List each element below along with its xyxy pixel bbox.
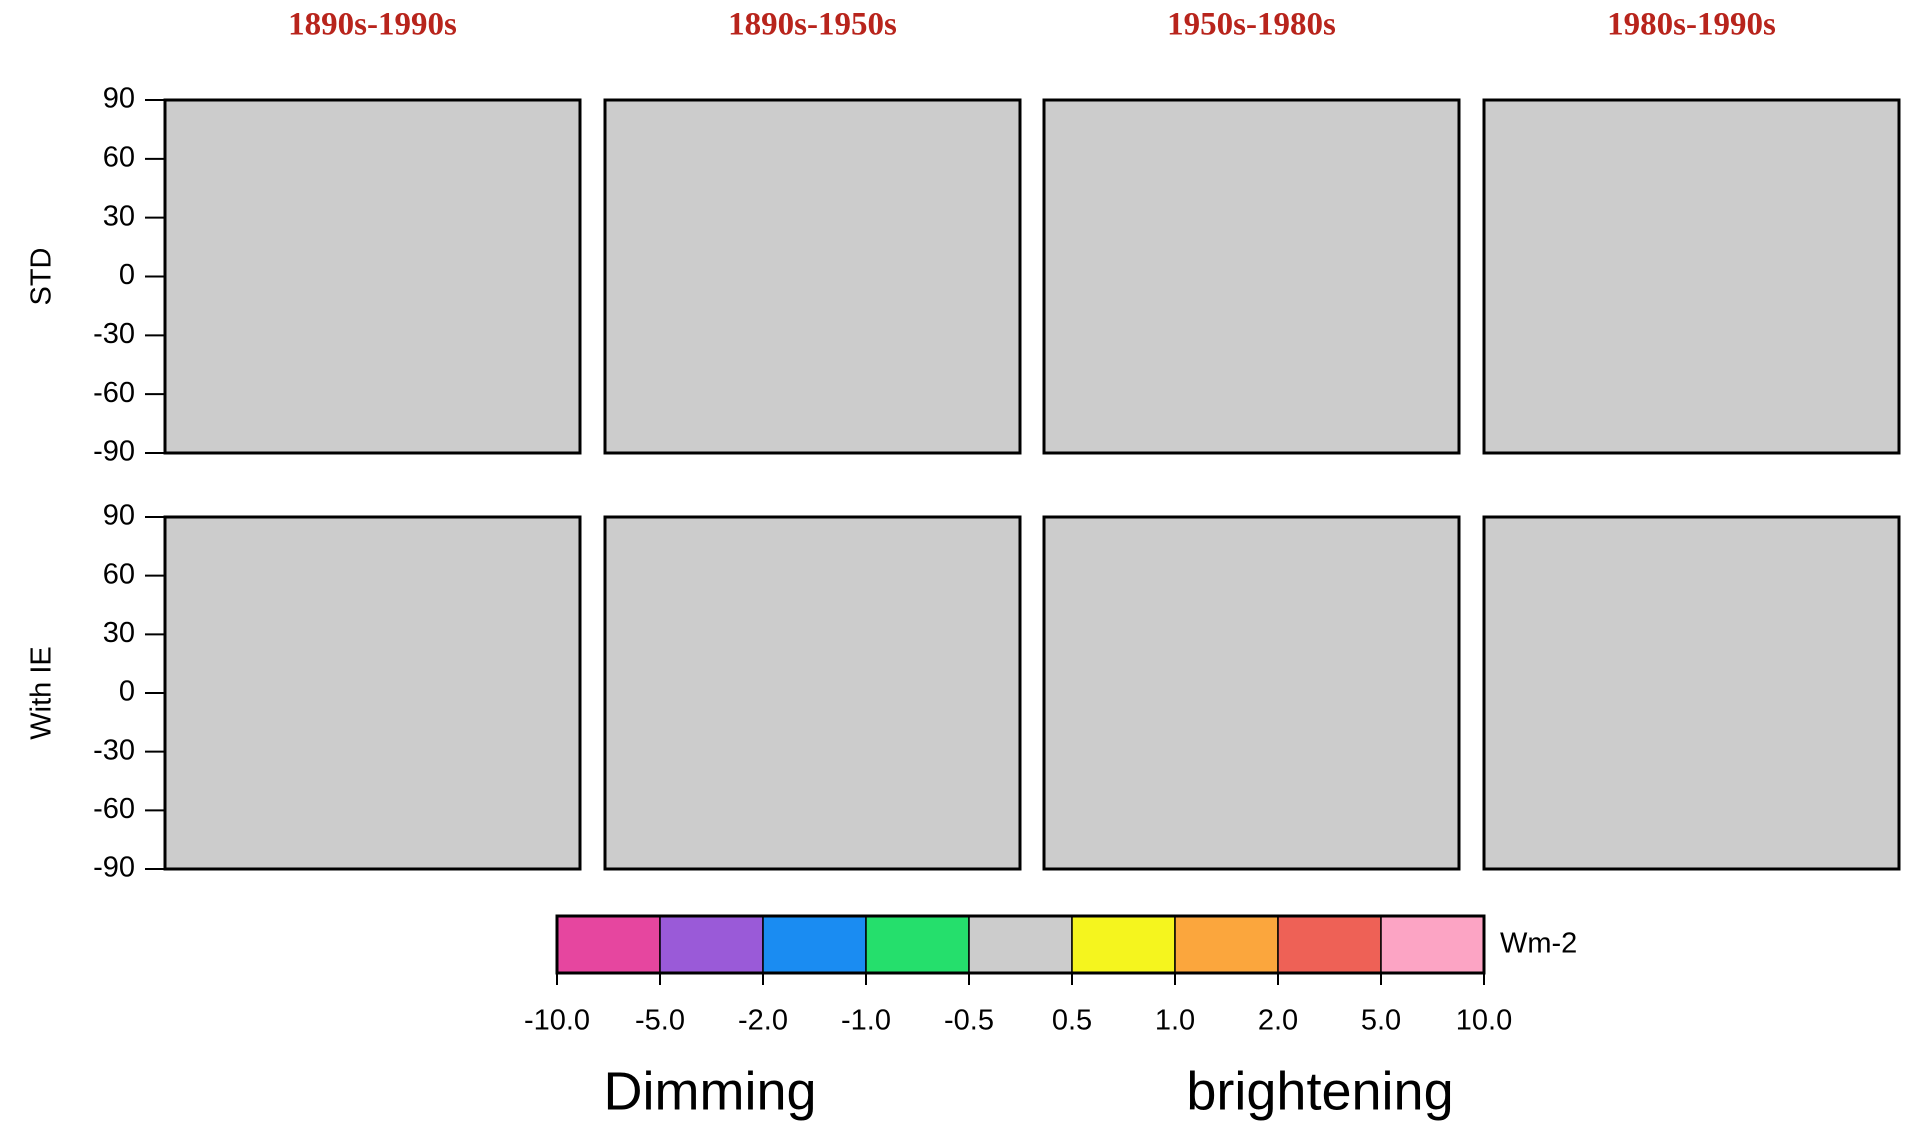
lat-tick-label: 0 (119, 676, 135, 708)
lat-tick-label: 90 (103, 83, 135, 115)
colorbar-tick-label: -10.0 (524, 1005, 590, 1037)
colorbar-tick-label: -2.0 (738, 1005, 788, 1037)
lat-tick-label: 30 (103, 200, 135, 232)
lat-tick-label: -90 (93, 852, 135, 884)
colorbar-tick-label: 0.5 (1052, 1005, 1092, 1037)
map-panel (1042, 98, 1461, 455)
colorbar-box (556, 915, 661, 974)
lat-tick-label: -30 (93, 734, 135, 766)
colorbar-box (865, 915, 970, 974)
row-label: STD (26, 248, 58, 306)
lat-tick-label: 60 (103, 558, 135, 590)
colorbar-box (1277, 915, 1382, 974)
colorbar-box (1174, 915, 1279, 974)
brightening-label: brightening (1186, 1061, 1453, 1121)
colorbar-tick-label: -5.0 (635, 1005, 685, 1037)
row-label: With IE (26, 646, 58, 739)
lat-tick-label: -60 (93, 793, 135, 825)
colorbar-tick-label: -0.5 (944, 1005, 994, 1037)
lat-tick-label: 0 (119, 259, 135, 291)
unit-label: Wm-2 (1500, 928, 1577, 960)
colorbar-tick-label: 10.0 (1456, 1005, 1512, 1037)
colorbar-frame (555, 914, 1486, 975)
column-title: 1980s-1990s (1607, 7, 1776, 43)
map-panel (1482, 515, 1901, 871)
colorbar-box (762, 915, 867, 974)
colorbar-box (1071, 915, 1176, 974)
dimming-label: Dimming (603, 1061, 816, 1121)
column-title: 1890s-1990s (288, 7, 457, 43)
lat-tick-label: 30 (103, 617, 135, 649)
column-title: 1890s-1950s (728, 7, 897, 43)
map-panel (1042, 515, 1461, 871)
lat-tick-label: -30 (93, 318, 135, 350)
lat-tick-label: -90 (93, 436, 135, 468)
map-panel (603, 98, 1022, 455)
colorbar-tick-label: -1.0 (841, 1005, 891, 1037)
lat-tick-label: 60 (103, 141, 135, 173)
map-panel (603, 515, 1022, 871)
colorbar-box (968, 915, 1073, 974)
map-panel (163, 515, 582, 871)
map-panel (163, 98, 582, 455)
column-title: 1950s-1980s (1167, 7, 1336, 43)
colorbar-box (1380, 915, 1485, 974)
colorbar-tick-label: 2.0 (1258, 1005, 1298, 1037)
colorbar-box (659, 915, 764, 974)
colorbar-tick-label: 1.0 (1155, 1005, 1195, 1037)
lat-tick-label: -60 (93, 377, 135, 409)
lat-tick-label: 90 (103, 500, 135, 532)
colorbar-tick-label: 5.0 (1361, 1005, 1401, 1037)
map-panel (1482, 98, 1901, 455)
